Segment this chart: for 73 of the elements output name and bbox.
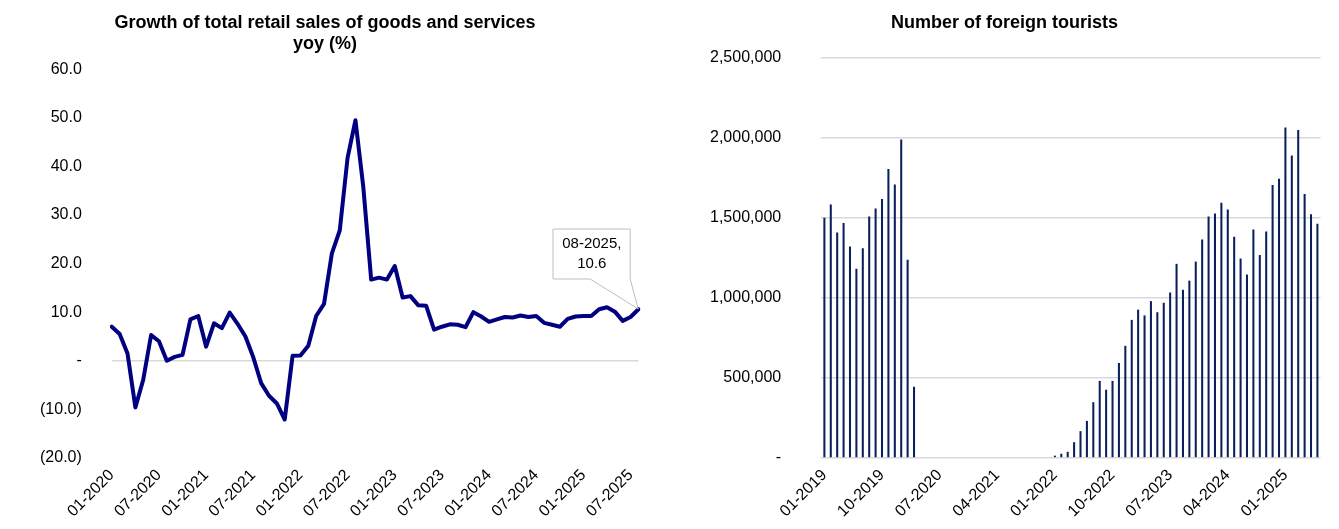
bar — [868, 216, 871, 458]
bar — [1181, 289, 1184, 458]
bar — [823, 217, 826, 458]
bar — [1233, 236, 1236, 458]
bar — [1085, 420, 1088, 458]
bar — [1245, 274, 1249, 458]
bar — [893, 184, 896, 458]
bar — [1111, 380, 1114, 458]
y-tick-label: 1,000,000 — [709, 288, 782, 306]
bar — [829, 204, 832, 458]
bar — [1092, 402, 1095, 458]
bar — [1265, 231, 1268, 458]
y-tick-label: - — [76, 351, 82, 369]
bar — [1207, 216, 1210, 458]
bar — [1290, 155, 1293, 458]
bar — [836, 232, 839, 458]
bar — [1297, 129, 1300, 458]
bar — [1073, 442, 1076, 458]
bar — [1252, 229, 1255, 458]
bar — [855, 268, 858, 458]
bar — [1156, 312, 1159, 458]
bar — [1130, 319, 1133, 458]
bar — [1303, 194, 1306, 458]
y-tick-label: 40.0 — [50, 156, 82, 174]
bar — [1105, 389, 1108, 458]
bar — [1124, 345, 1127, 458]
bar — [1079, 431, 1082, 458]
bar — [1201, 239, 1204, 458]
bar — [1169, 292, 1172, 458]
bar — [1162, 302, 1165, 458]
bar — [1226, 209, 1229, 458]
y-tick-label: 30.0 — [50, 205, 82, 223]
y-tick-label: 2,000,000 — [709, 128, 782, 146]
bar — [1316, 223, 1319, 458]
bar — [1098, 380, 1101, 458]
bar — [861, 248, 864, 458]
bar — [874, 208, 877, 458]
y-tick-label: 10.0 — [50, 302, 82, 320]
y-tick-label: 500,000 — [723, 368, 782, 386]
bar — [880, 198, 884, 458]
y-tick-label: (10.0) — [40, 399, 82, 417]
bar — [1194, 261, 1197, 458]
bar — [1175, 263, 1178, 458]
chart-title: Number of foreign tourists — [890, 11, 1119, 32]
bar — [1188, 280, 1191, 458]
bar — [848, 246, 852, 458]
y-tick-label: 20.0 — [50, 253, 82, 271]
bar — [1137, 309, 1140, 458]
y-tick-label: (20.0) — [40, 448, 82, 466]
bar — [1066, 451, 1069, 458]
bar — [1117, 362, 1120, 458]
bar — [900, 139, 903, 458]
y-tick-label: 1,500,000 — [709, 208, 782, 226]
bar — [1277, 178, 1281, 458]
data-label: 08-2025, 10.6 — [562, 234, 622, 272]
bar — [842, 223, 845, 458]
bar — [913, 386, 916, 458]
bar — [906, 259, 909, 458]
bar — [1143, 315, 1146, 458]
bar — [1149, 301, 1152, 458]
y-tick-label: 2,500,000 — [709, 48, 782, 66]
bar — [1258, 255, 1261, 458]
bar — [1220, 202, 1223, 458]
bar — [1284, 127, 1287, 458]
bar — [1310, 214, 1313, 458]
bar — [887, 168, 890, 458]
bar — [1271, 184, 1274, 458]
y-tick-label: 60.0 — [50, 59, 82, 77]
y-tick-label: 50.0 — [50, 108, 82, 126]
bar — [1213, 213, 1216, 458]
bar — [1239, 258, 1242, 458]
y-tick-label: - — [775, 448, 782, 466]
chart-title: Growth of total retail sales of goods and services yoy (%) — [114, 11, 536, 54]
